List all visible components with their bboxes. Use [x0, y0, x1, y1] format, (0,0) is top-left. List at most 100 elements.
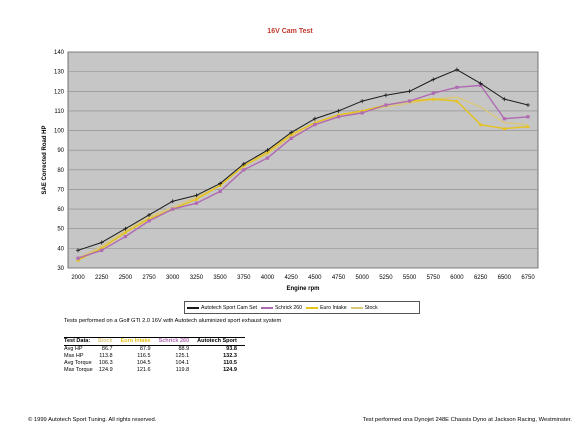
- data-point: [265, 156, 270, 160]
- y-tick-label: 50: [57, 227, 64, 233]
- y-tick-label: 90: [57, 148, 64, 154]
- data-point: [384, 103, 388, 107]
- stats-header: Euro Intake: [120, 337, 159, 346]
- data-point: [502, 117, 506, 121]
- x-tick-label: 3000: [166, 275, 180, 281]
- y-tick-label: 100: [54, 129, 65, 135]
- y-tick-label: 70: [57, 187, 64, 193]
- legend-label-euro: Euro Intake: [320, 304, 347, 311]
- data-point: [431, 91, 435, 95]
- data-point: [407, 89, 412, 94]
- legend-swatch-stock: [350, 306, 363, 309]
- data-point: [194, 201, 199, 205]
- legend-item-autotech: Autotech Sport Cam Set: [187, 305, 257, 311]
- data-point: [526, 115, 530, 119]
- data-point: [360, 99, 365, 104]
- table-cell: 104.5: [136, 360, 151, 366]
- series-line-1: [77, 84, 529, 259]
- legend-label-schrick: Schrick 260: [274, 304, 303, 311]
- data-point: [76, 248, 80, 253]
- legend-item-euro: Euro Intake: [306, 305, 347, 311]
- table-cell: 124.9: [223, 367, 237, 373]
- table-cell: 124.9: [98, 367, 113, 373]
- data-point: [123, 226, 128, 231]
- row-label: Avg HP: [64, 346, 83, 352]
- data-point: [478, 81, 483, 86]
- chart-title: 16V Cam Test: [267, 28, 313, 35]
- data-point: [99, 240, 104, 245]
- plot-background: [67, 51, 539, 269]
- legend-swatch-euro: [306, 306, 319, 309]
- x-tick-label: 4250: [284, 275, 298, 281]
- data-point: [383, 93, 388, 98]
- copyright-footer: © 1999 Autotech Sport Tuning. All rights…: [28, 417, 157, 423]
- data-point: [194, 197, 199, 201]
- y-tick-label: 40: [57, 246, 64, 252]
- data-point: [123, 230, 128, 235]
- table-cell: 125.1: [175, 353, 190, 359]
- stats-header: Schrick 260: [158, 337, 198, 346]
- series-line-0: [77, 69, 529, 251]
- legend-item-schrick: Schrick 260: [260, 304, 303, 311]
- table-row: Max HP 113.8 116.5 125.1 132.3: [64, 353, 245, 360]
- y-tick-label: 140: [54, 50, 65, 56]
- x-tick-label: 6250: [474, 275, 488, 281]
- data-point: [336, 115, 341, 119]
- data-point: [502, 97, 507, 102]
- data-point: [265, 148, 270, 153]
- test-note: Tests performed on a Golf GTI 2.0 16V wi…: [64, 318, 282, 324]
- table-cell: 110.5: [223, 360, 237, 366]
- table-row: Avg Torque 106.3 104.5 104.1 110.5: [64, 360, 245, 367]
- data-point: [336, 108, 341, 113]
- y-tick-label: 60: [57, 207, 64, 213]
- x-tick-label: 2500: [119, 275, 133, 281]
- table-row: Max Torque 124.9 121.6 119.8 124.9: [64, 367, 245, 374]
- legend-swatch-autotech: [187, 306, 199, 309]
- stats-header: Test Data:: [64, 337, 98, 346]
- table-cell: 116.5: [137, 353, 151, 359]
- legend-item-stock: Stock: [350, 305, 378, 311]
- data-point: [454, 67, 459, 72]
- data-point: [147, 219, 151, 223]
- series-lines: [76, 67, 530, 262]
- data-point: [218, 181, 223, 186]
- table-cell: 121.6: [136, 367, 151, 373]
- stats-table: Test Data: Stock Euro Intake Schrick 260…: [64, 337, 245, 374]
- data-point: [312, 116, 317, 121]
- table-cell: 132.3: [223, 353, 237, 359]
- x-tick-label: 3750: [237, 275, 251, 281]
- x-tick-label: 3500: [213, 275, 227, 281]
- row-label: Avg Torque: [64, 360, 92, 366]
- data-point: [147, 212, 152, 217]
- x-tick-label: 2750: [142, 275, 156, 281]
- x-tick-label: 4500: [308, 275, 322, 281]
- data-point: [289, 130, 294, 135]
- row-label: Max Torque: [64, 367, 93, 373]
- x-tick-label: 4000: [261, 275, 275, 281]
- data-point: [76, 256, 80, 260]
- legend-swatch-schrick: [260, 306, 273, 309]
- data-point: [526, 103, 530, 108]
- x-tick-label: 6750: [521, 275, 535, 281]
- data-point: [100, 248, 104, 252]
- chart-legend: Autotech Sport Cam Set Schrick 260 Euro …: [184, 301, 420, 314]
- y-tick-label: 120: [54, 89, 65, 95]
- y-tick-label: 30: [57, 266, 64, 272]
- x-tick-label: 6500: [498, 275, 512, 281]
- data-point: [76, 258, 80, 262]
- x-tick-label: 5750: [427, 275, 441, 281]
- data-point: [431, 77, 436, 82]
- data-point: [170, 199, 175, 204]
- data-point: [431, 97, 436, 101]
- data-point: [478, 122, 483, 127]
- y-axis-label: SAE Corrected Road HP: [42, 125, 48, 194]
- table-cell: 106.3: [98, 360, 113, 366]
- axis-ticks: 30 40 50 60 70 80 90 100 110 120 130 140 2000 2250 250…: [54, 50, 535, 281]
- data-point: [171, 207, 175, 211]
- table-cell: 88.9: [178, 346, 190, 352]
- x-tick-label: 5500: [403, 275, 417, 281]
- stats-header: Autotech Sport: [197, 337, 245, 346]
- table-cell: 86.7: [101, 346, 113, 352]
- table-row: Avg HP 86.7 87.9 88.9 93.8: [64, 346, 245, 354]
